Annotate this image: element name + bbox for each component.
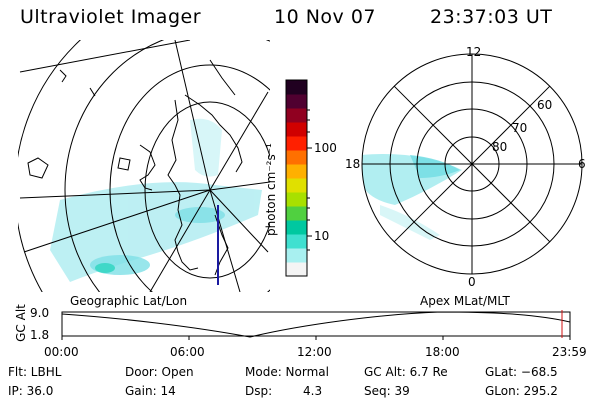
altitude-axis-label: GC Alt [13, 304, 28, 342]
polar-plot [361, 53, 583, 275]
color-bar-segment [286, 220, 307, 235]
color-bar-segment [286, 122, 307, 137]
gc-alt-readout: GC Alt: 6.7 Re [364, 365, 448, 379]
color-bar [286, 80, 307, 277]
glon-readout: GLon: 295.2 [485, 384, 558, 398]
date-label: 10 Nov 07 [274, 6, 377, 28]
altitude-track-plot [61, 310, 571, 340]
time-tick-2359: 23:59 [552, 345, 587, 359]
door-readout: Door: Open [125, 365, 194, 379]
geographic-map [18, 40, 270, 292]
color-bar-segment [286, 94, 307, 109]
lat-label-70: 70 [512, 121, 528, 135]
color-bar-segment [286, 150, 307, 165]
geographic-label: Geographic Lat/Lon [70, 294, 188, 308]
color-bar-segment [286, 178, 307, 193]
coastlines [27, 59, 243, 276]
aurora-emission-polar [362, 154, 462, 205]
color-bar-segment [286, 248, 307, 263]
glat-readout: GLat: −68.5 [485, 365, 558, 379]
color-bar-segment [286, 234, 307, 249]
dsp-value: 4.3 [303, 384, 323, 398]
color-bar-segment [286, 108, 307, 123]
color-bar-segment [286, 262, 307, 277]
time-label: 23:37:03 UT [430, 6, 553, 28]
time-tick-0600: 06:00 [170, 345, 205, 359]
color-bar-segment [286, 136, 307, 151]
colorbar-unit-label: photon cm⁻²s⁻¹ [264, 143, 278, 236]
color-bar-segment [286, 80, 307, 95]
time-tick-1200: 12:00 [297, 345, 332, 359]
filter-readout: Flt: LBHL [8, 365, 62, 379]
dsp-label: Dsp: [245, 384, 273, 398]
apex-label: Apex MLat/MLT [420, 294, 510, 308]
time-tick-1800: 18:00 [425, 345, 460, 359]
mlt-label-18: 18 [345, 157, 361, 171]
colorbar-tick-10: 10 [314, 229, 330, 243]
altitude-tick-1-8: 1.8 [30, 328, 50, 342]
gain-readout: Gain: 14 [125, 384, 176, 398]
color-bar-frame [285, 79, 308, 277]
color-bar-segment [286, 164, 307, 179]
altitude-curve [61, 311, 571, 338]
mlt-label-6: 6 [578, 157, 586, 171]
ip-readout: IP: 36.0 [8, 384, 54, 398]
lat-label-60: 60 [537, 98, 553, 112]
color-bar-segment [286, 192, 307, 207]
color-bar-ticks [307, 109, 312, 251]
lat-lon-grid [18, 40, 270, 292]
lat-label-80: 80 [492, 140, 508, 154]
instrument-title: Ultraviolet Imager [20, 6, 202, 28]
time-tick-0000: 00:00 [44, 345, 79, 359]
mode-readout: Mode: Normal [245, 365, 329, 379]
mlt-label-0: 0 [468, 275, 476, 289]
seq-readout: Seq: 39 [364, 384, 410, 398]
colorbar-tick-100: 100 [314, 141, 337, 155]
altitude-tick-9: 9.0 [30, 306, 50, 320]
color-bar-segment [286, 206, 307, 221]
mlt-label-12: 12 [466, 45, 482, 59]
